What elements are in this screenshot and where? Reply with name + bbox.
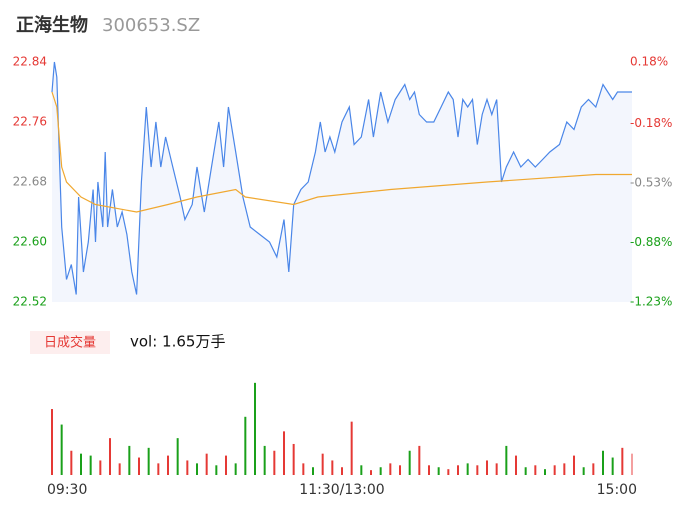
volume-bar — [234, 463, 237, 475]
volume-bar — [418, 445, 421, 475]
volume-bar — [563, 463, 566, 475]
volume-bar — [437, 467, 440, 475]
volume-bar — [138, 457, 140, 475]
volume-bar — [544, 469, 546, 475]
volume-bar — [611, 457, 614, 475]
volume-bar — [167, 455, 169, 475]
volume-bar — [205, 453, 208, 475]
volume-bar — [312, 467, 314, 475]
volume-bar — [389, 463, 392, 475]
volume-bar — [457, 465, 459, 475]
volume-bar — [495, 463, 498, 475]
volume-bar — [283, 431, 285, 475]
volume-label-bg — [30, 331, 110, 354]
volume-bar — [534, 465, 537, 475]
volume-bar — [196, 463, 198, 475]
volume-bar — [89, 455, 92, 475]
volume-bar — [360, 465, 363, 475]
volume-bar — [186, 460, 189, 475]
volume-bar — [331, 460, 334, 475]
volume-bar — [573, 455, 575, 475]
volume-bar — [428, 465, 430, 475]
volume-bar — [592, 463, 595, 475]
x-tick-label: 09:30 — [47, 482, 87, 498]
volume-label: 日成交量 — [44, 335, 96, 351]
volume-bar — [118, 463, 121, 475]
volume-bar — [379, 467, 382, 475]
volume-bar — [109, 438, 111, 475]
volume-bar — [476, 465, 479, 475]
volume-bar — [582, 467, 585, 475]
volume-bar — [408, 450, 411, 475]
y-tick-label: 22.76 — [13, 115, 47, 129]
volume-bar — [466, 463, 469, 475]
volume-total: vol: 1.65万手 — [130, 333, 225, 351]
price-line — [51, 61, 632, 295]
stock-code: 300653.SZ — [102, 15, 200, 36]
volume-bar — [370, 470, 372, 475]
y2-tick-label: -0.53% — [630, 175, 672, 189]
volume-bar — [51, 409, 53, 475]
volume-bar — [157, 463, 160, 475]
volume-bar — [80, 453, 82, 475]
volume-bar — [215, 465, 218, 475]
volume-bar — [176, 438, 179, 475]
volume-bar — [447, 469, 450, 475]
volume-bar — [128, 445, 131, 475]
volume-bar — [350, 421, 353, 475]
volume-bar — [621, 447, 624, 475]
volume-bar — [147, 447, 150, 475]
y2-tick-label: -1.23% — [630, 295, 672, 309]
volume-bar — [254, 382, 256, 475]
price-area — [52, 62, 632, 302]
y-tick-label: 22.68 — [13, 175, 47, 189]
volume-bar — [505, 445, 508, 475]
volume-bar — [321, 453, 324, 475]
volume-bar — [631, 453, 633, 475]
volume-bar — [341, 467, 343, 475]
y2-tick-label: -0.18% — [630, 116, 672, 130]
volume-bar — [302, 463, 305, 475]
volume-bar — [225, 455, 227, 475]
volume-bar — [60, 424, 63, 475]
volume-bar — [273, 450, 276, 475]
volume-bar — [515, 455, 517, 475]
stock-name: 正海生物 — [16, 14, 88, 36]
volume-bar — [292, 443, 295, 475]
volume-bar — [99, 460, 102, 475]
volume-bar — [553, 465, 556, 475]
volume-bar — [399, 465, 401, 475]
volume-bar — [602, 450, 604, 475]
y2-tick-label: -0.88% — [630, 235, 672, 249]
y2-tick-label: 0.18% — [630, 55, 668, 69]
volume-bar — [244, 416, 247, 475]
x-tick-label: 15:00 — [597, 482, 637, 498]
volume-bar — [263, 445, 266, 475]
volume-bar — [486, 460, 488, 475]
y-tick-label: 22.52 — [13, 295, 47, 309]
average-line — [51, 91, 632, 213]
volume-bar — [70, 450, 73, 475]
volume-bar — [524, 467, 527, 475]
y-tick-label: 22.60 — [13, 235, 47, 249]
x-tick-label: 11:30/13:00 — [299, 482, 384, 498]
y-tick-label: 22.84 — [13, 55, 47, 69]
